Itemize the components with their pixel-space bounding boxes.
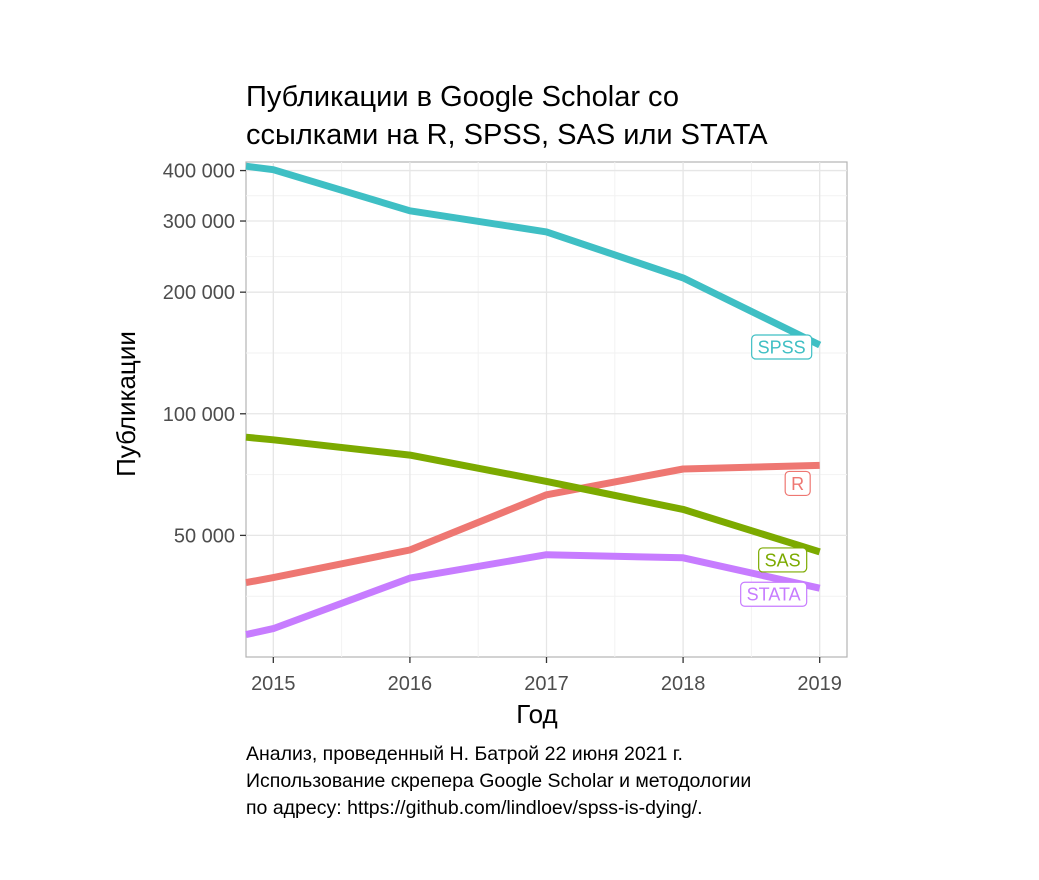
x-tick-label: 2016 (388, 673, 433, 695)
y-tick-label: 50 000 (174, 525, 235, 547)
series-label-box (784, 470, 811, 497)
series-label-sas: SAS (758, 547, 808, 573)
chart-title: Публикации в Google Scholar со ссылками … (246, 78, 768, 154)
y-axis-ticks: 50 000 100 000 200 000 300 000 400 000 (163, 161, 246, 547)
series-lines (245, 162, 822, 639)
chart-title-line-1: Публикации в Google Scholar со (246, 81, 679, 113)
y-axis-label: Публикации (111, 331, 141, 477)
chart-title-line-2: ссылками на R, SPSS, SAS или STATA (246, 119, 768, 151)
series-label-box (751, 334, 813, 360)
series-line-r (245, 461, 820, 587)
series-line-spss (245, 162, 822, 349)
x-axis-ticks: 2015 2016 2017 2018 2019 (251, 657, 842, 695)
y-tick-label: 400 000 (163, 161, 235, 183)
series-labels: SPSS R SAS STATA (740, 334, 813, 607)
y-tick-label: 300 000 (163, 211, 235, 233)
caption-line-1: Анализ, проведенный Н. Батрой 22 июня 20… (246, 743, 683, 765)
series-label-text: R (791, 474, 804, 494)
series-line-stata (245, 551, 821, 639)
series-label-text: SPSS (758, 337, 806, 357)
y-tick-label: 100 000 (163, 404, 235, 426)
x-tick-label: 2015 (251, 673, 296, 695)
series-label-text: STATA (747, 585, 801, 605)
series-label-r: R (784, 470, 811, 497)
x-tick-label: 2017 (524, 673, 569, 695)
series-label-box (740, 581, 808, 607)
x-tick-label: 2018 (661, 673, 706, 695)
y-tick-label: 200 000 (163, 282, 235, 304)
x-axis-label: Год (516, 699, 557, 729)
caption-line-2: Использование скрепера Google Scholar и … (246, 770, 752, 792)
series-label-spss: SPSS (751, 334, 813, 360)
series-label-stata: STATA (740, 581, 808, 607)
grid-lines (246, 162, 847, 657)
caption-line-3: по адресу: https://github.com/lindloev/s… (246, 797, 703, 819)
x-tick-label: 2019 (797, 673, 842, 695)
series-line-sas (245, 433, 821, 556)
series-label-text: SAS (765, 550, 801, 570)
chart-caption: Анализ, проведенный Н. Батрой 22 июня 20… (246, 741, 751, 822)
series-label-box (758, 547, 808, 573)
